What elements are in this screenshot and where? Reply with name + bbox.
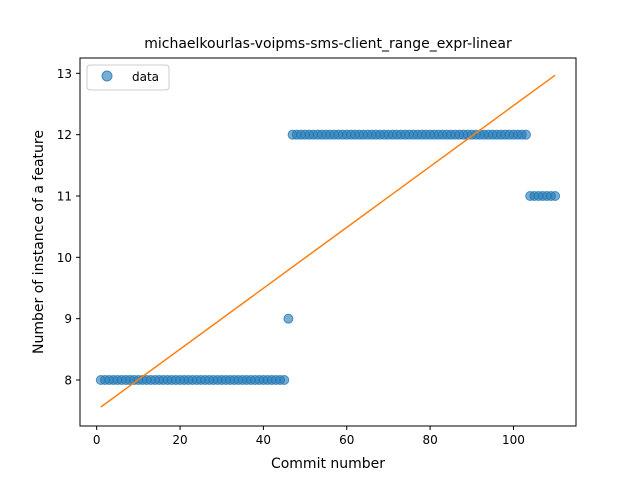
y-axis-label: Number of instance of a feature	[31, 130, 47, 354]
fit-line	[100, 74, 556, 408]
axes-frame	[79, 57, 577, 427]
data-point	[279, 375, 290, 385]
legend: data	[86, 64, 170, 91]
x-tick-label: 60	[339, 433, 354, 447]
y-tick-label: 9	[64, 312, 72, 326]
y-axis: 8 9 10 11 12 13	[57, 67, 80, 388]
x-tick-label: 100	[502, 433, 525, 447]
data-point	[283, 313, 294, 324]
x-tick-label: 80	[422, 433, 437, 447]
y-tick-label: 8	[64, 374, 72, 388]
x-tick-label: 20	[172, 433, 187, 447]
y-tick-label: 12	[57, 128, 72, 142]
chart-title: michaelkourlas-voipms-sms-client_range_e…	[144, 36, 512, 52]
legend-label: data	[132, 70, 159, 84]
y-tick-label: 11	[57, 190, 72, 204]
data-marks	[95, 74, 561, 408]
x-tick-label: 0	[93, 433, 101, 447]
data-point	[550, 191, 561, 201]
data-point	[520, 129, 531, 140]
x-axis-label: Commit number	[271, 456, 385, 472]
y-tick-label: 10	[57, 251, 72, 265]
x-tick-label: 40	[256, 433, 271, 447]
x-axis: 0 20 40 60 80 100	[93, 426, 525, 447]
legend-marker	[101, 70, 113, 82]
y-tick-label: 13	[57, 67, 72, 81]
